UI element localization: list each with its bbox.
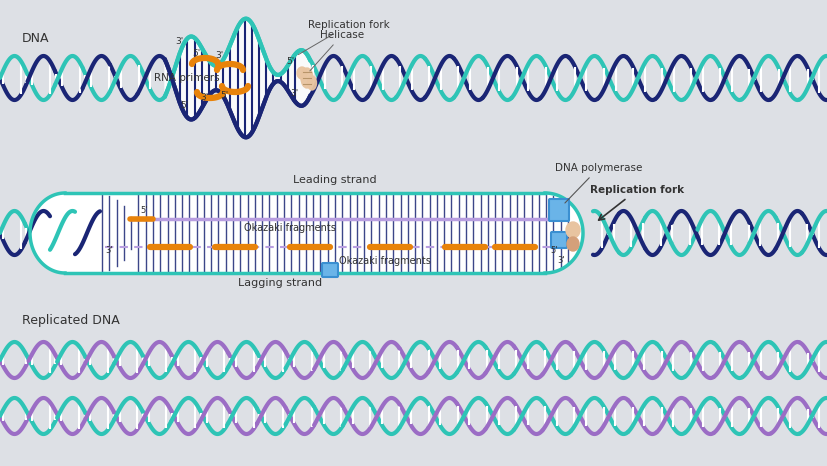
Text: DNA: DNA (22, 32, 50, 45)
Text: 3': 3' (557, 256, 564, 265)
Ellipse shape (307, 76, 316, 90)
Ellipse shape (566, 222, 579, 238)
Text: Replication fork: Replication fork (298, 20, 390, 55)
Polygon shape (165, 19, 309, 137)
Text: Leading strand: Leading strand (293, 175, 376, 185)
Text: 3': 3' (289, 89, 298, 98)
Text: RNA primers: RNA primers (154, 73, 219, 83)
FancyBboxPatch shape (550, 232, 566, 248)
Text: Helicase: Helicase (309, 30, 364, 71)
Text: 3': 3' (215, 51, 223, 60)
Text: Replication fork: Replication fork (590, 185, 683, 220)
Text: 5': 5' (285, 57, 294, 66)
Text: 3': 3' (105, 246, 112, 255)
Text: 5': 5' (220, 91, 228, 100)
Text: 5': 5' (192, 49, 200, 58)
FancyBboxPatch shape (548, 199, 568, 221)
Ellipse shape (566, 237, 578, 251)
Text: Replicated DNA: Replicated DNA (22, 314, 120, 327)
Text: 5': 5' (140, 206, 147, 215)
Text: Okazaki fragments: Okazaki fragments (244, 223, 336, 233)
Text: Lagging strand: Lagging strand (237, 278, 322, 288)
FancyBboxPatch shape (322, 263, 337, 277)
Text: DNA polymerase: DNA polymerase (554, 163, 642, 203)
Text: 3': 3' (174, 37, 183, 46)
Text: 5': 5' (179, 101, 188, 110)
Text: 5': 5' (549, 246, 557, 255)
Text: Okazaki fragments: Okazaki fragments (338, 256, 430, 266)
Polygon shape (30, 193, 582, 273)
Text: 3': 3' (200, 93, 208, 102)
Ellipse shape (297, 67, 307, 79)
Ellipse shape (301, 68, 313, 88)
